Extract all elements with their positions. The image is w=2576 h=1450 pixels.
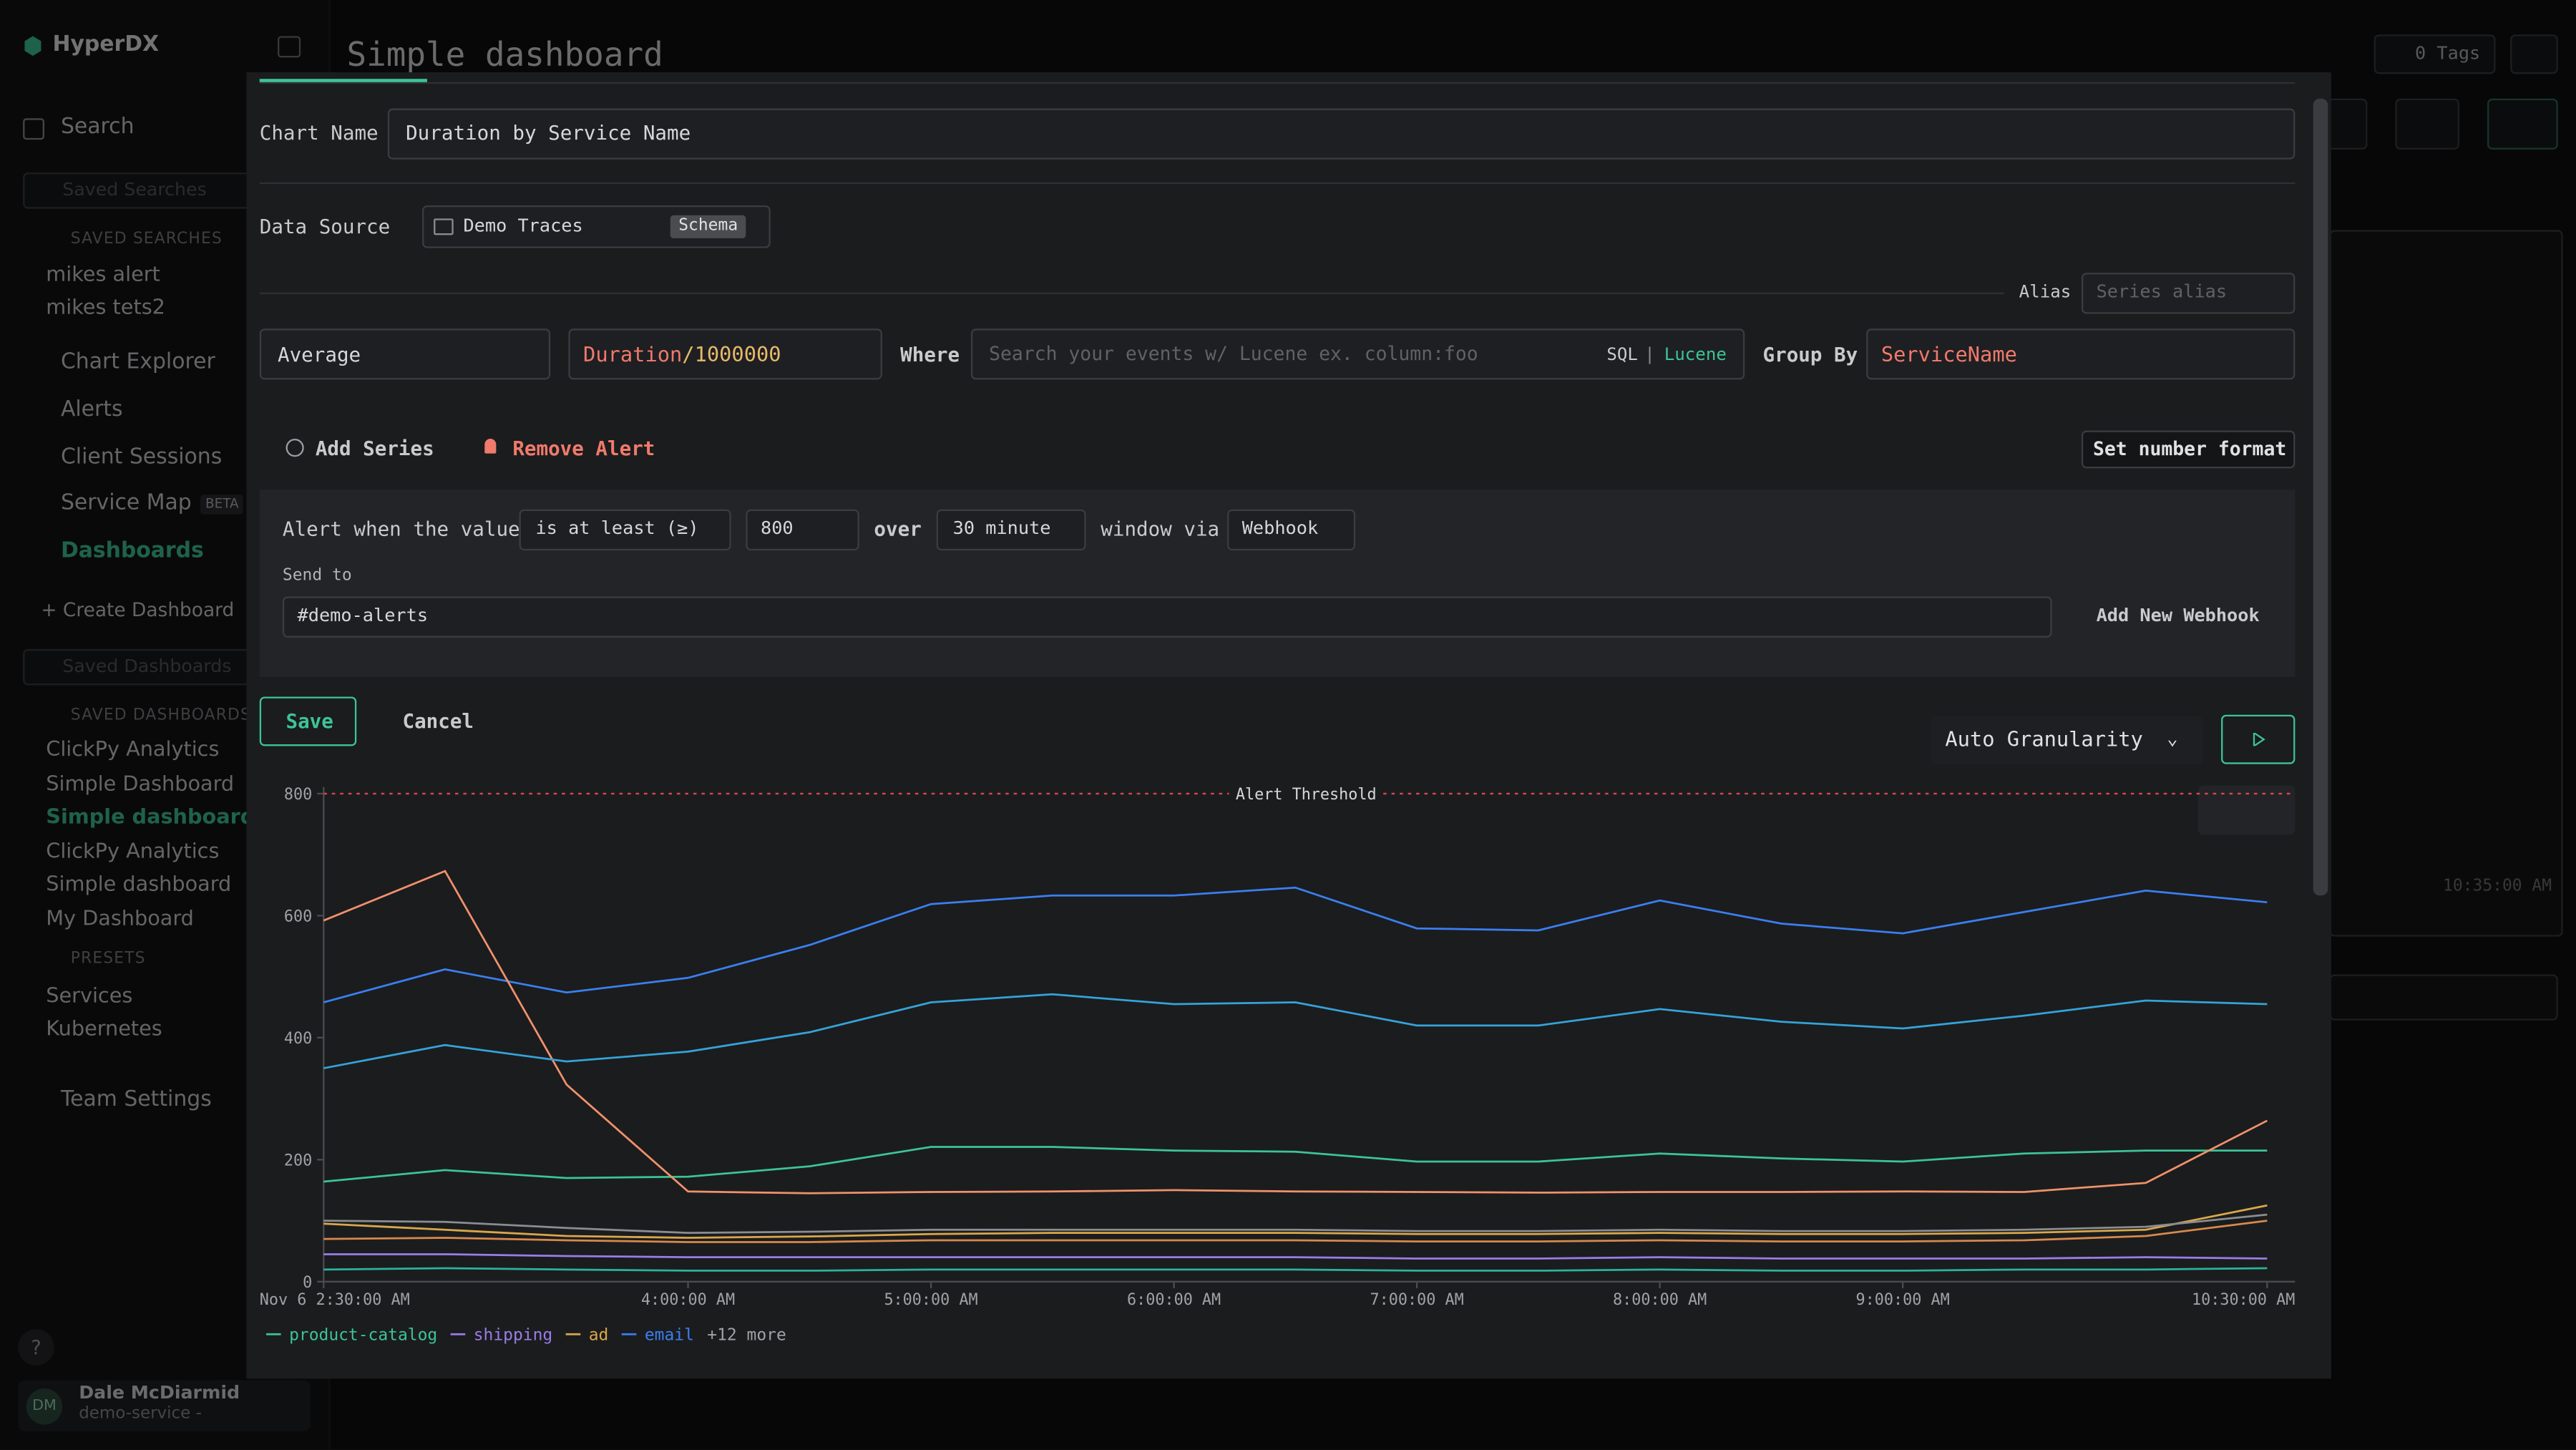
separator: | (1644, 342, 1655, 369)
remove-alert-button[interactable]: Remove Alert (512, 435, 655, 462)
alert-label: window via (1101, 516, 1219, 542)
lucene-toggle[interactable]: Lucene (1664, 342, 1727, 369)
scrollbar[interactable] (2313, 99, 2328, 896)
select-value: Webhook (1242, 516, 1318, 542)
sql-toggle[interactable]: SQL (1606, 342, 1638, 369)
placeholder: Search your events w/ Lucene ex. column:… (989, 340, 1478, 366)
input-value: ServiceName (1881, 342, 2017, 369)
alert-label: over (874, 516, 921, 542)
chevron: ⌄ (2167, 726, 2177, 753)
alert-label: Alert when the value (283, 516, 520, 542)
input-value: Duration by Service Name (406, 120, 691, 147)
divider (260, 183, 2296, 184)
icon (286, 439, 303, 457)
cancel-button[interactable]: Cancel (403, 709, 474, 735)
icon (484, 439, 496, 454)
field-label: Alias (2019, 279, 2072, 306)
alert-label: Send to (283, 564, 352, 590)
field-label: Where (900, 342, 960, 369)
button-label: Set number format (2093, 435, 2286, 462)
placeholder: Series alias (2097, 279, 2227, 306)
icon (434, 218, 454, 235)
divider (260, 293, 2004, 294)
select-value: 30 minute (953, 516, 1051, 542)
divider (260, 82, 2296, 84)
field-label: Data Source (260, 213, 390, 240)
field-label: Group By (1763, 342, 1858, 369)
add-webhook-button[interactable]: Add New Webhook (2097, 603, 2260, 630)
webhook-select[interactable] (283, 596, 2052, 637)
select-value: #demo-alerts (298, 603, 428, 630)
input-value: 800 (761, 516, 794, 542)
add-series-button[interactable]: Add Series (316, 435, 434, 462)
chart-type-toggle[interactable] (2198, 785, 2295, 835)
select-value: Demo Traces (463, 213, 582, 240)
expression: Duration/1000000 (583, 342, 781, 369)
play-icon (2253, 733, 2265, 746)
tab-indicator (260, 79, 427, 82)
select-value: Average (278, 342, 361, 369)
select-value: Auto Granularity (1945, 726, 2142, 753)
schema-badge[interactable]: Schema (670, 215, 746, 238)
button-label: Save (286, 709, 333, 735)
field-label: Chart Name (260, 120, 379, 147)
expr-field: Duration (583, 342, 682, 366)
expr-rest: /1000000 (682, 342, 781, 366)
select-value: is at least (≥) (535, 516, 698, 542)
